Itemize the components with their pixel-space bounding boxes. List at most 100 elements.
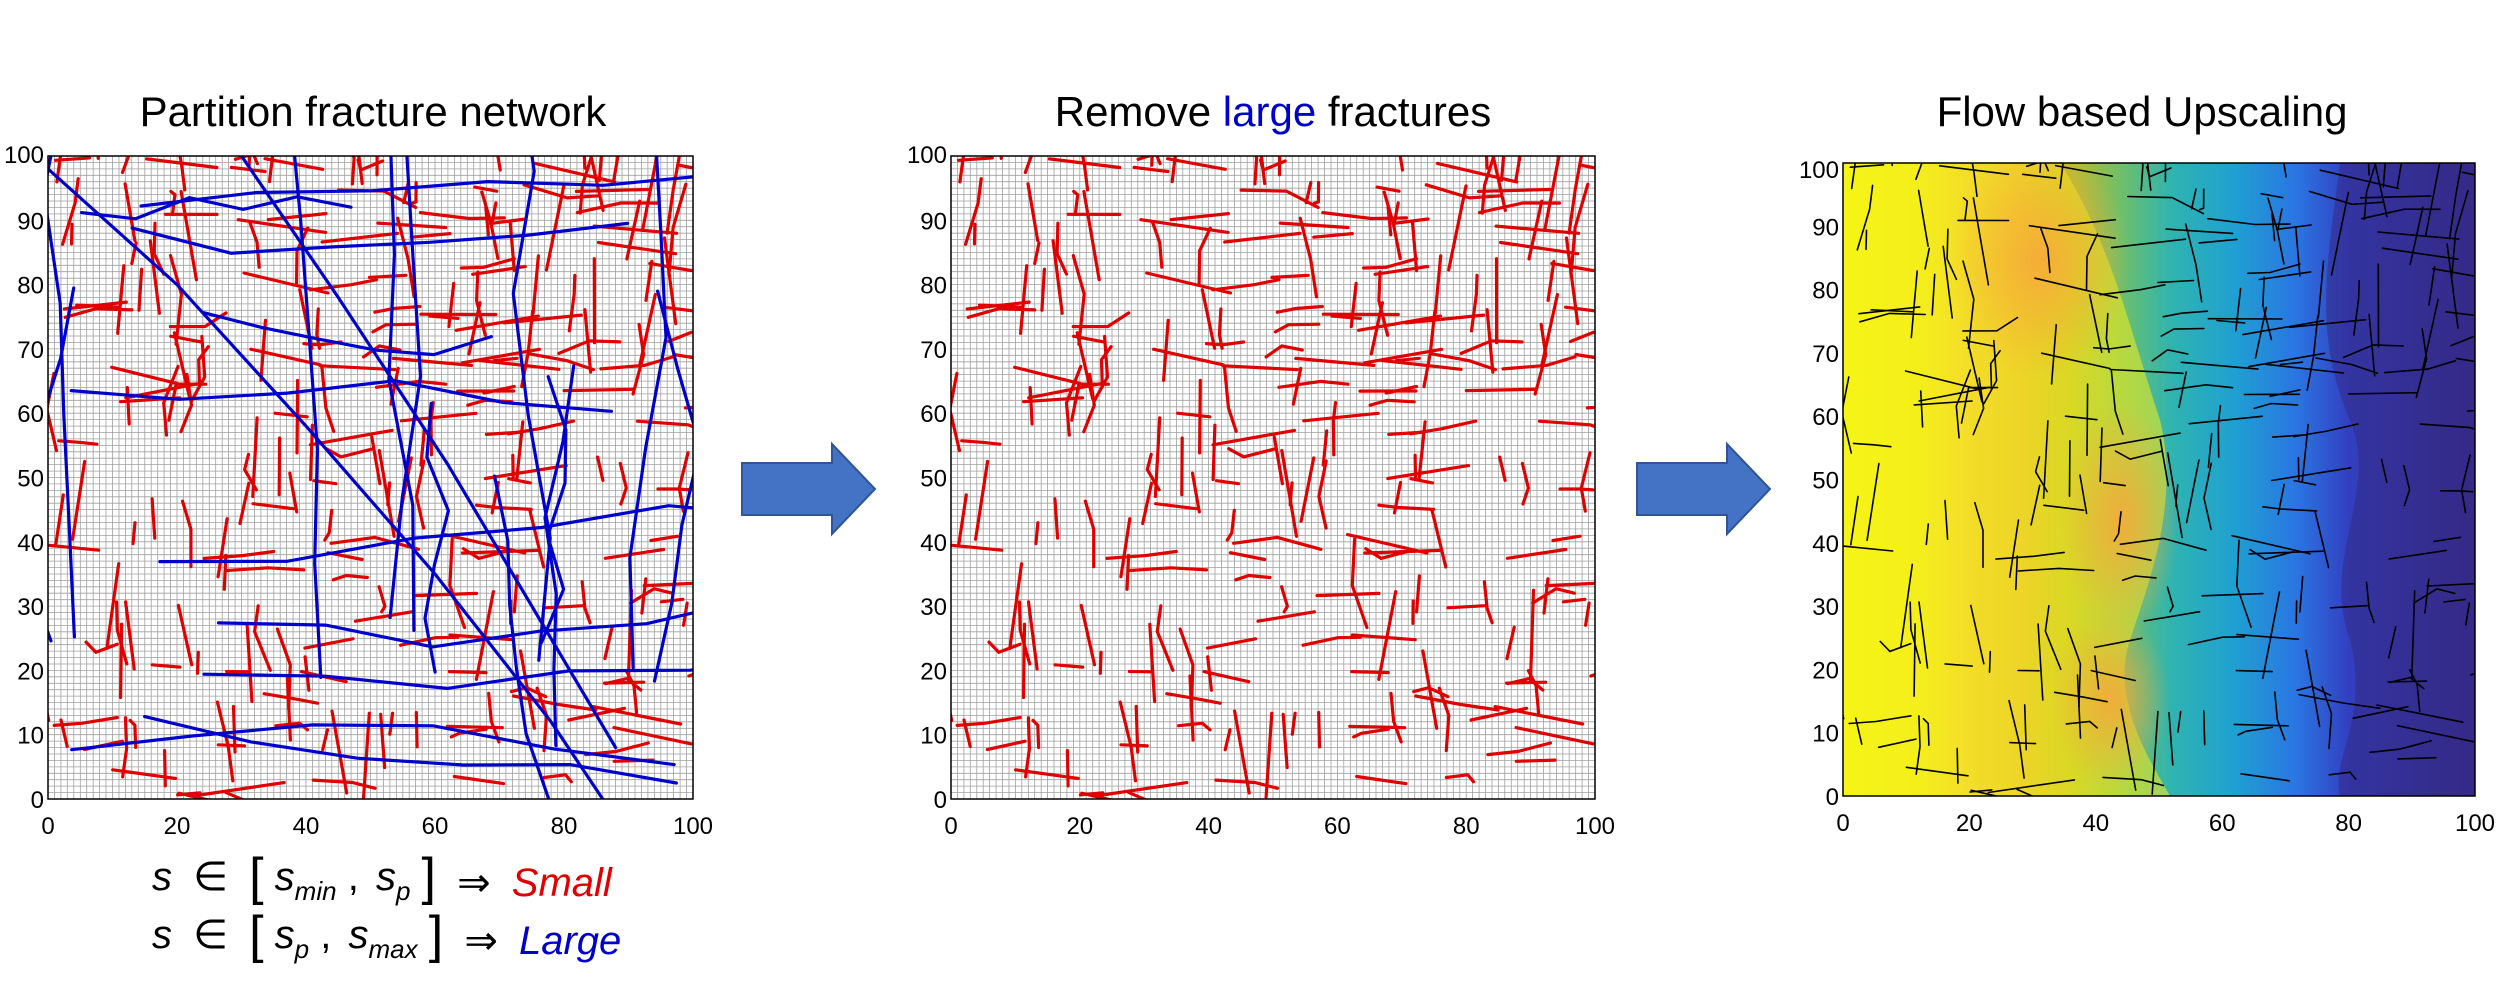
fracture-segment bbox=[131, 521, 137, 546]
fracture-segment bbox=[1480, 156, 1496, 215]
fracture-segment bbox=[2203, 710, 2206, 746]
fracture-segment bbox=[197, 345, 210, 388]
fracture-segment bbox=[357, 156, 364, 186]
fracture-segment bbox=[1499, 240, 1580, 256]
fracture-segment bbox=[1176, 411, 1212, 419]
y-tick-label: 0 bbox=[31, 787, 44, 814]
fracture-segment bbox=[2175, 484, 2179, 508]
fracture-segment bbox=[1561, 597, 1587, 604]
fracture-segment bbox=[2363, 163, 2377, 220]
fracture-segment bbox=[1051, 239, 1064, 315]
fracture-segment bbox=[649, 534, 680, 543]
fracture-segment bbox=[1223, 728, 1232, 752]
fracture-segment bbox=[2109, 368, 2184, 375]
fracture-segment bbox=[2042, 420, 2049, 499]
fracture-segment bbox=[1380, 358, 1463, 371]
fracture-segment bbox=[259, 318, 268, 382]
fracture-segment bbox=[428, 314, 460, 320]
fracture-segment bbox=[1514, 758, 1557, 763]
fracture-segment bbox=[2431, 267, 2475, 277]
fracture-segment bbox=[128, 718, 138, 749]
fracture-segment bbox=[1178, 627, 1195, 711]
y-tick-label: 60 bbox=[920, 401, 947, 428]
fracture-segment bbox=[1079, 603, 1097, 667]
fracture-segment bbox=[71, 459, 87, 541]
fracture-segment bbox=[1202, 670, 1251, 684]
fracture-segment bbox=[2415, 328, 2428, 399]
fracture-segment bbox=[612, 156, 620, 183]
fracture-segment bbox=[631, 322, 646, 396]
y-tick-label: 70 bbox=[17, 337, 44, 364]
fracture-segment bbox=[2021, 173, 2057, 179]
fracture-segment bbox=[1206, 655, 1213, 692]
fracture-segment bbox=[1040, 267, 1046, 312]
fracture-segment bbox=[308, 278, 379, 292]
fracture-segment bbox=[1988, 650, 1992, 673]
fracture-segment bbox=[2450, 335, 2475, 347]
fracture-segment bbox=[2424, 578, 2430, 614]
fracture-segment bbox=[178, 156, 187, 192]
fracture-segment bbox=[2293, 423, 2359, 438]
fracture-segment bbox=[1099, 345, 1113, 388]
fracture-segment bbox=[120, 156, 131, 175]
fracture-segment bbox=[48, 543, 101, 552]
fracture-segment bbox=[48, 167, 605, 799]
fracture-segment bbox=[1505, 625, 1516, 661]
fracture-segment bbox=[1256, 610, 1316, 623]
fracture-segment bbox=[1211, 278, 1281, 292]
fracture-segment bbox=[1526, 669, 1541, 715]
fracture-segment bbox=[1546, 259, 1556, 302]
fracture-segment bbox=[672, 352, 693, 360]
fracture-segment bbox=[667, 182, 688, 273]
fracture-segment bbox=[1564, 236, 1580, 326]
fracture-segment bbox=[396, 216, 416, 299]
fracture-segment bbox=[582, 156, 587, 170]
fracture-segment bbox=[1277, 379, 1350, 389]
fracture-segment bbox=[2162, 310, 2209, 318]
fracture-segment bbox=[2276, 208, 2283, 232]
panel-title-remove: Remove large fractures bbox=[1055, 88, 1492, 135]
fracture-segment bbox=[533, 161, 617, 184]
fracture-segment bbox=[2419, 423, 2475, 431]
fracture-segment bbox=[169, 189, 177, 217]
y-tick-label: 90 bbox=[920, 208, 947, 235]
fracture-segment bbox=[1198, 378, 1202, 455]
fracture-segment bbox=[1585, 405, 1595, 410]
fracture-segment bbox=[303, 637, 355, 650]
fracture-segment bbox=[489, 217, 528, 226]
fracture-segment bbox=[273, 411, 309, 419]
fracture-network-remove bbox=[951, 156, 1595, 799]
fracture-segment bbox=[2353, 279, 2360, 336]
fracture-segment bbox=[1082, 189, 1101, 282]
fracture-segment bbox=[1514, 726, 1595, 746]
fracture-segment bbox=[661, 305, 693, 313]
fracture-segment bbox=[1564, 305, 1595, 313]
fracture-segment bbox=[1520, 461, 1531, 506]
fracture-segment bbox=[644, 259, 654, 302]
fracture-segment bbox=[1126, 790, 1167, 799]
plot-frame-upscale bbox=[1842, 162, 2476, 797]
fracture-segment bbox=[1955, 369, 1972, 439]
fracture-segment bbox=[179, 189, 198, 282]
fracture-segment bbox=[985, 739, 1027, 752]
fracture-segment bbox=[105, 562, 121, 650]
fracture-segment bbox=[215, 700, 235, 783]
fracture-segment bbox=[1989, 349, 2001, 390]
fracture-segment bbox=[2151, 710, 2159, 795]
fracture-segment bbox=[2015, 555, 2019, 591]
fracture-segment bbox=[1136, 156, 1162, 166]
y-tick-label: 60 bbox=[17, 401, 44, 428]
x-tick-label: 60 bbox=[2209, 810, 2236, 837]
fracture-segment bbox=[1879, 640, 1912, 653]
x-tick-label: 100 bbox=[673, 813, 713, 840]
fracture-segment bbox=[168, 254, 184, 346]
fracture-segment bbox=[1854, 717, 1863, 745]
fracture-segment bbox=[2388, 676, 2425, 690]
fracture-segment bbox=[1970, 604, 1985, 665]
fracture-segment bbox=[1584, 601, 1591, 627]
fracture-segment bbox=[350, 156, 356, 186]
fracture-segment bbox=[2237, 726, 2274, 736]
fracture-segment bbox=[1843, 376, 1853, 454]
plot-frame-remove bbox=[950, 155, 1596, 800]
fracture-segment bbox=[1852, 442, 1892, 448]
